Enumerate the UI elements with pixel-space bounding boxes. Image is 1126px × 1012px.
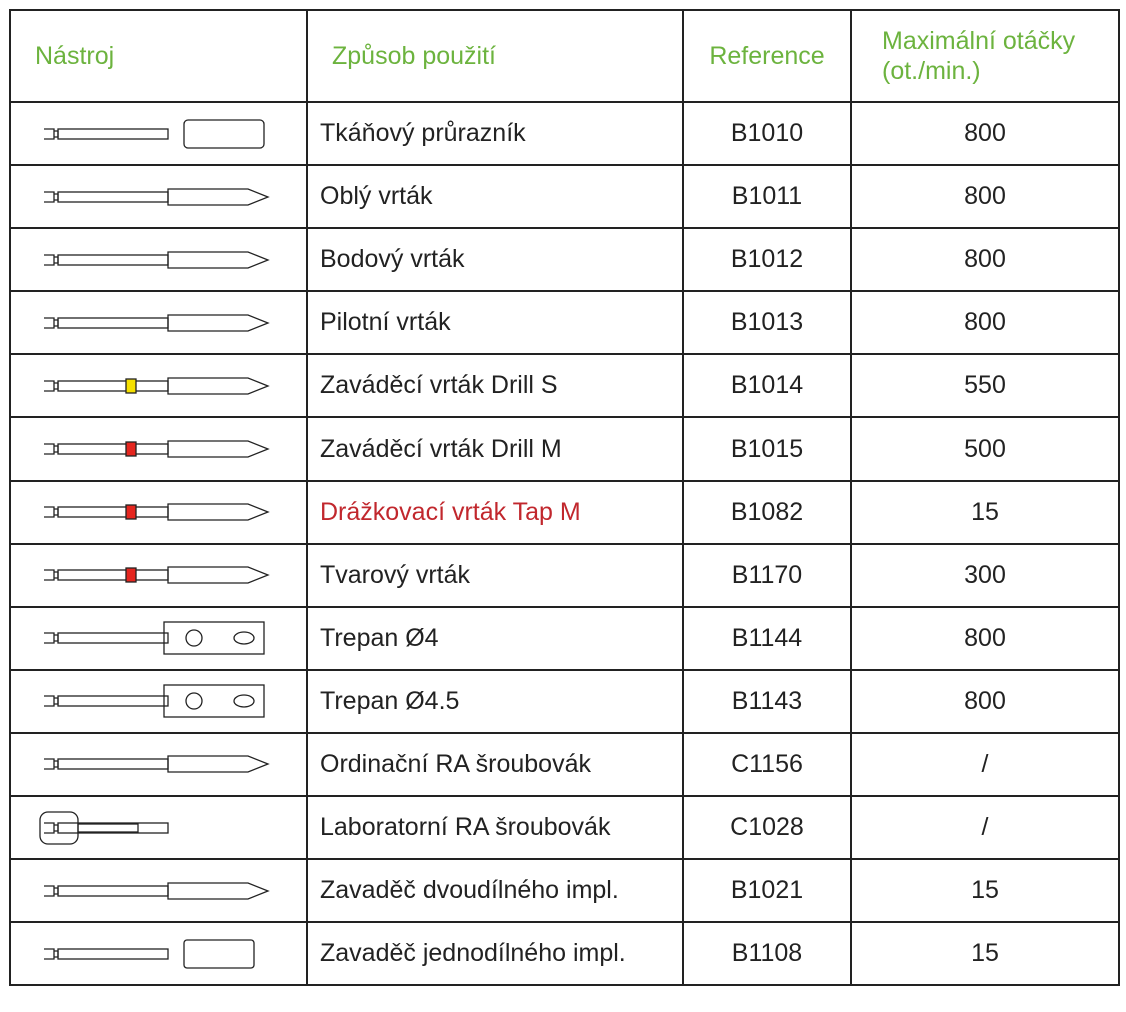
use-cell: Laboratorní RA šroubovák <box>306 795 684 861</box>
use-cell: Trepan Ø4 <box>306 605 684 671</box>
reference-cell: B1014 <box>682 353 852 419</box>
tool-illustration <box>43 314 270 332</box>
table-row: Drážkovací vrták Tap M B1082 15 <box>9 479 1120 545</box>
table-row: Tvarový vrták B1170 300 <box>9 542 1120 608</box>
tool-cell <box>9 290 308 356</box>
tool-illustration <box>43 251 270 269</box>
tool-cell <box>9 542 308 608</box>
tool-illustration <box>43 621 265 655</box>
reference-cell: B1144 <box>682 605 852 671</box>
reference-cell: B1015 <box>682 416 852 482</box>
reference-cell: C1028 <box>682 795 852 861</box>
use-cell: Zaváděcí vrták Drill S <box>306 353 684 419</box>
use-cell: Drážkovací vrták Tap M <box>306 479 684 545</box>
rpm-cell: 800 <box>850 164 1120 230</box>
use-cell: Zavaděč jednodílného impl. <box>306 921 684 987</box>
rpm-cell: / <box>850 731 1120 798</box>
use-cell: Trepan Ø4.5 <box>306 668 684 734</box>
tool-illustration <box>43 377 270 395</box>
tool-illustration <box>43 187 270 206</box>
rpm-cell: 800 <box>850 227 1120 293</box>
use-cell: Zaváděcí vrták Drill M <box>306 416 684 482</box>
use-cell: Zavaděč dvoudílného impl. <box>306 858 684 924</box>
table-row: Pilotní vrták B1013 800 <box>9 290 1120 356</box>
reference-cell: B1012 <box>682 227 852 293</box>
header-row: Nástroj Způsob použití Reference Maximál… <box>9 9 1120 103</box>
tool-illustration <box>43 503 270 521</box>
tool-illustration <box>43 566 270 584</box>
tool-illustration <box>43 684 265 719</box>
reference-cell: B1021 <box>682 858 852 924</box>
tool-illustration <box>43 882 270 900</box>
reference-cell: B1082 <box>682 479 852 545</box>
reference-cell: B1170 <box>682 542 852 608</box>
tool-illustration <box>43 118 265 149</box>
tool-cell <box>9 668 308 734</box>
tool-illustration <box>43 755 270 774</box>
reference-cell: B1108 <box>682 921 852 987</box>
table-row: Zaváděcí vrták Drill S B1014 550 <box>9 353 1120 419</box>
table-row: Trepan Ø4.5 B1143 800 <box>9 668 1120 734</box>
tool-cell <box>9 858 308 924</box>
use-cell: Tvarový vrták <box>306 542 684 608</box>
tool-cell <box>9 164 308 230</box>
reference-cell: B1011 <box>682 164 852 230</box>
reference-cell: B1143 <box>682 668 852 734</box>
use-cell: Tkáňový průrazník <box>306 100 684 167</box>
table-row: Zaváděcí vrták Drill M B1015 500 <box>9 416 1120 482</box>
table-row: Oblý vrták B1011 800 <box>9 164 1120 230</box>
rpm-cell: 15 <box>850 858 1120 924</box>
table-row: Zavaděč dvoudílného impl. B1021 15 <box>9 858 1120 924</box>
table-row: Tkáňový průrazník B1010 800 <box>9 100 1120 167</box>
table-row: Laboratorní RA šroubovák C1028/ <box>9 795 1120 861</box>
rpm-cell: 800 <box>850 290 1120 356</box>
tool-illustration <box>43 440 270 458</box>
rpm-cell: / <box>850 795 1120 861</box>
use-cell: Oblý vrták <box>306 164 684 230</box>
rpm-cell: 15 <box>850 479 1120 545</box>
rpm-cell: 800 <box>850 605 1120 671</box>
tool-cell <box>9 479 308 545</box>
tool-cell <box>9 227 308 293</box>
header-cell: Reference <box>682 9 852 103</box>
reference-cell: B1013 <box>682 290 852 356</box>
rpm-cell: 15 <box>850 921 1120 987</box>
table-row: Zavaděč jednodílného impl. B1108 15 <box>9 921 1120 987</box>
tool-illustration <box>38 810 169 845</box>
tool-cell <box>9 605 308 671</box>
rpm-cell: 800 <box>850 100 1120 167</box>
tool-illustration <box>43 939 255 969</box>
tool-cell <box>9 731 308 798</box>
header-cell: Maximální otáčky (ot./min.) <box>850 9 1120 103</box>
header-cell: Způsob použití <box>306 9 684 103</box>
rpm-cell: 300 <box>850 542 1120 608</box>
rpm-cell: 500 <box>850 416 1120 482</box>
use-cell: Ordinační RA šroubovák <box>306 731 684 798</box>
header-cell: Nástroj <box>9 9 308 103</box>
tool-cell <box>9 795 308 861</box>
table-row: Trepan Ø4 B1144 800 <box>9 605 1120 671</box>
reference-cell: B1010 <box>682 100 852 167</box>
tool-cell <box>9 416 308 482</box>
tool-cell <box>9 100 308 167</box>
tool-cell <box>9 353 308 419</box>
table-body: Tkáňový průrazník B1010 800 Oblý vrták B1011… <box>9 100 1120 987</box>
table-row: Ordinační RA šroubovák C1156/ <box>9 731 1120 798</box>
use-cell: Bodový vrták <box>306 227 684 293</box>
reference-cell: C1156 <box>682 731 852 798</box>
use-cell: Pilotní vrták <box>306 290 684 356</box>
rpm-cell: 800 <box>850 668 1120 734</box>
tool-table: Nástroj Způsob použití Reference Maximál… <box>9 9 1120 987</box>
table-row: Bodový vrták B1012 800 <box>9 227 1120 293</box>
tool-cell <box>9 921 308 987</box>
rpm-cell: 550 <box>850 353 1120 419</box>
